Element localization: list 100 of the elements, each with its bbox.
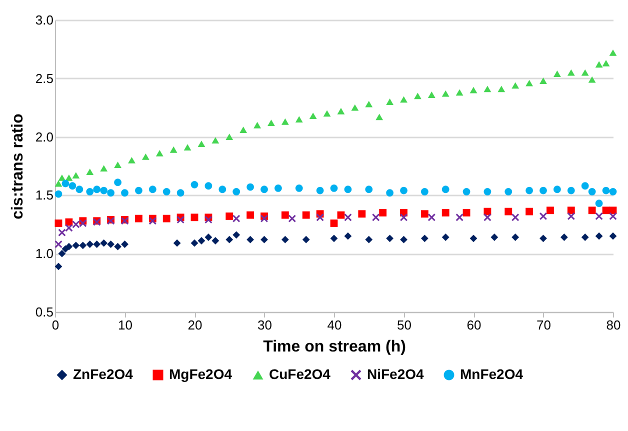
point <box>428 214 436 222</box>
point <box>184 144 192 151</box>
y-tick-label: 2.0 <box>35 129 54 144</box>
point <box>567 69 575 76</box>
point <box>107 189 115 197</box>
point <box>65 174 73 181</box>
point <box>512 214 520 222</box>
point <box>65 242 73 250</box>
point <box>62 180 70 188</box>
point <box>218 186 226 194</box>
legend-label: CuFe2O4 <box>269 366 331 382</box>
point <box>246 183 254 191</box>
point <box>93 186 101 194</box>
point <box>128 156 136 164</box>
x-tick-label: 20 <box>188 318 202 332</box>
point <box>442 234 450 241</box>
point <box>190 214 198 222</box>
point <box>226 134 234 140</box>
point <box>134 186 142 194</box>
point <box>148 217 156 225</box>
point <box>609 232 617 240</box>
point <box>588 76 596 83</box>
point <box>72 220 80 228</box>
point <box>490 234 498 241</box>
point <box>540 78 547 84</box>
point <box>148 186 156 194</box>
point <box>246 236 254 244</box>
point <box>302 211 310 219</box>
point <box>462 209 470 216</box>
legend-label: MgFe2O4 <box>169 366 232 382</box>
point <box>504 188 512 196</box>
point <box>79 220 87 227</box>
point <box>212 137 220 144</box>
point <box>581 182 589 190</box>
point <box>162 214 170 222</box>
point <box>302 236 310 244</box>
point <box>470 234 478 242</box>
point <box>526 186 534 194</box>
point <box>281 118 289 125</box>
point <box>190 180 198 188</box>
point <box>54 180 62 187</box>
point <box>142 153 150 160</box>
point <box>442 90 450 97</box>
point <box>176 189 184 197</box>
point <box>76 186 84 194</box>
point <box>246 211 254 219</box>
point <box>526 208 534 216</box>
point <box>232 188 240 196</box>
point <box>400 214 408 222</box>
point <box>484 86 492 92</box>
point <box>379 209 387 216</box>
y-tick-label: 2.5 <box>35 70 54 86</box>
point <box>58 174 66 181</box>
point <box>212 237 220 244</box>
point <box>274 184 282 192</box>
point <box>323 110 331 117</box>
point <box>540 186 547 194</box>
point <box>588 206 596 214</box>
point <box>72 172 80 179</box>
point <box>498 86 506 92</box>
point <box>428 92 436 98</box>
point <box>226 212 234 220</box>
legend-label: ZnFe2O4 <box>73 366 134 382</box>
point <box>456 89 464 96</box>
point <box>504 208 512 216</box>
point <box>581 69 589 76</box>
point <box>86 168 94 176</box>
point <box>344 232 352 240</box>
point <box>295 116 303 122</box>
point <box>567 212 575 220</box>
point <box>190 239 198 247</box>
point <box>232 214 240 222</box>
point <box>512 82 520 89</box>
point <box>344 186 352 194</box>
point <box>72 242 80 250</box>
point <box>295 184 303 192</box>
point <box>484 214 492 222</box>
x-tick-label: 50 <box>397 318 412 332</box>
point <box>68 182 76 190</box>
point <box>134 214 142 222</box>
point <box>65 224 73 232</box>
point <box>100 186 108 194</box>
y-axis-title: cis:trans ratio <box>9 113 26 220</box>
point <box>462 188 470 196</box>
point <box>54 240 62 248</box>
point <box>365 100 373 108</box>
point <box>386 189 394 197</box>
point <box>260 236 268 244</box>
point <box>470 86 478 94</box>
point <box>65 218 73 226</box>
point <box>386 98 394 105</box>
point <box>204 216 212 224</box>
x-tick-label: 30 <box>258 318 272 332</box>
point <box>204 182 212 190</box>
point <box>358 210 366 218</box>
point <box>414 92 422 100</box>
point <box>540 234 547 242</box>
point <box>330 234 338 242</box>
point <box>567 206 575 214</box>
point <box>281 236 289 244</box>
